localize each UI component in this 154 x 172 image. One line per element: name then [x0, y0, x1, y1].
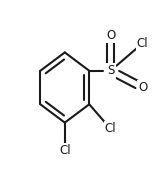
Text: O: O — [106, 29, 115, 42]
Text: S: S — [107, 64, 114, 77]
Text: Cl: Cl — [137, 37, 148, 50]
Text: Cl: Cl — [59, 144, 71, 157]
Text: Cl: Cl — [105, 122, 116, 135]
Text: O: O — [138, 81, 147, 94]
